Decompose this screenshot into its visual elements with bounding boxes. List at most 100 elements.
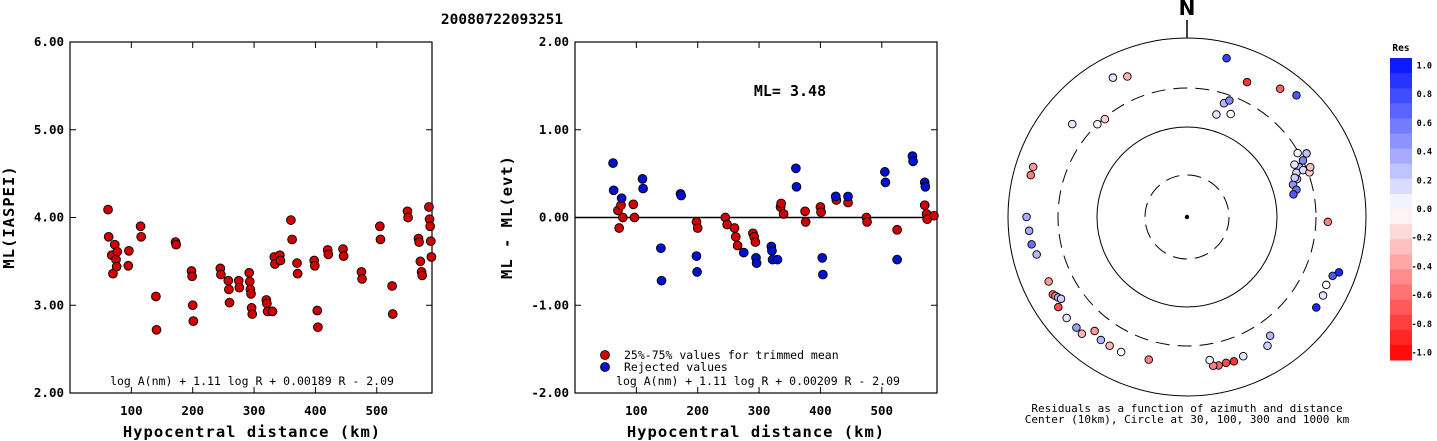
data-point: [800, 206, 810, 217]
station-point: [1242, 77, 1252, 87]
x-tick-label: 100: [625, 403, 648, 418]
data-point: [426, 252, 437, 262]
x-tick-label: 500: [365, 403, 388, 418]
data-point: [629, 212, 640, 223]
data-point: [879, 167, 890, 177]
data-point: [628, 199, 639, 210]
station-point: [1022, 212, 1031, 222]
data-point: [608, 185, 619, 196]
station-point: [1321, 280, 1331, 290]
data-point: [750, 237, 761, 247]
data-point: [234, 282, 245, 293]
data-point: [638, 183, 648, 194]
data-point: [425, 221, 436, 232]
data-point: [767, 245, 777, 256]
legend-marker-trimmed: [600, 350, 610, 360]
data-point: [267, 306, 278, 317]
data-point: [313, 322, 323, 333]
scale-cell: [1390, 224, 1412, 240]
data-point: [286, 215, 296, 225]
station-point: [1032, 250, 1041, 259]
data-point: [292, 268, 303, 279]
data-point: [151, 291, 161, 302]
data-point: [800, 217, 811, 227]
data-point: [111, 261, 122, 272]
station-point: [1026, 170, 1036, 180]
legend-label-rejected: Rejected values: [624, 360, 728, 374]
data-point: [920, 181, 931, 192]
data-point: [123, 260, 134, 271]
data-point: [309, 260, 320, 271]
station-point: [1100, 114, 1110, 124]
scale-cell: [1390, 209, 1412, 225]
x-tick-label: 200: [686, 403, 709, 418]
data-point: [224, 284, 234, 295]
station-point: [1298, 156, 1308, 165]
circle-30km: [1144, 174, 1230, 260]
scale-cell: [1390, 344, 1412, 361]
y-tick-label: 0.00: [539, 210, 569, 225]
data-point: [772, 254, 783, 265]
y-tick-label: 1.00: [539, 122, 569, 137]
station-point: [1144, 355, 1154, 364]
data-point: [244, 267, 255, 278]
data-point: [637, 174, 648, 184]
data-point: [862, 217, 872, 227]
x-tick-label: 400: [809, 403, 832, 418]
data-point: [103, 204, 113, 215]
data-point: [830, 191, 841, 202]
data-point: [414, 237, 424, 247]
data-point: [247, 309, 258, 319]
station-point: [1302, 149, 1311, 158]
residual-color-scale: Res 1.0 0.8 0.6 0.4 0.2 0.0 -0.2 -0.4 -0.6 -0.8 -1…: [1390, 43, 1432, 361]
data-point: [424, 202, 434, 212]
circle-1000km: [1007, 37, 1367, 397]
center-point: [1184, 214, 1190, 220]
station-point: [1265, 331, 1275, 340]
station-point: [1306, 162, 1315, 172]
data-point: [312, 305, 323, 316]
circle-100km: [1096, 126, 1278, 308]
station-point: [1323, 217, 1333, 227]
residual-vs-distance-panel: 100 200 300 400 500 -2.00 -1.00 0.00 1.00 2.00 ML…: [498, 34, 939, 441]
plot-frame: [69, 41, 433, 394]
data-point: [751, 258, 762, 268]
data-point: [374, 221, 385, 232]
station-point: [1312, 303, 1321, 312]
station-point: [1239, 352, 1248, 361]
axis-ticks: 100 200 300 400 500 -2.00 -1.00 0.00 1.00 2.00: [531, 34, 937, 418]
station-point: [1290, 160, 1299, 169]
scale-tick-label: 1.0: [1417, 62, 1432, 72]
north-label: N: [1179, 0, 1196, 20]
caption-line-2: Center (10km), Circle at 30, 100, 300 an…: [1025, 413, 1350, 426]
azimuth-residual-panel: N Residuals as a function of azimuth and…: [1007, 0, 1367, 426]
station-point: [1027, 240, 1036, 249]
y-tick-label: -1.00: [531, 297, 569, 312]
legend-label-trimmed: 25%-75% values for trimmed mean: [624, 348, 839, 362]
station-point: [1056, 294, 1066, 304]
station-point: [1062, 313, 1071, 323]
y-tick-label: 2.00: [34, 385, 64, 400]
station-point: [1077, 329, 1087, 338]
data-point: [908, 156, 918, 167]
scale-tick-label: -0.8: [1412, 320, 1432, 330]
scale-cell: [1390, 133, 1412, 150]
data-point: [692, 267, 702, 277]
y-tick-label: 2.00: [539, 34, 569, 49]
data-point: [136, 231, 147, 242]
data-point: [729, 223, 740, 233]
data-point: [791, 181, 802, 192]
station-point: [1221, 358, 1231, 368]
scale-cell: [1390, 239, 1412, 255]
scale-tick-label: 0.8: [1417, 90, 1432, 100]
data-point: [691, 251, 702, 261]
station-point: [1108, 73, 1118, 82]
data-point: [738, 247, 749, 258]
scale-cell: [1390, 88, 1412, 104]
y-tick-label: 5.00: [34, 122, 64, 137]
data-point: [919, 200, 930, 211]
data-point: [892, 224, 902, 235]
data-point: [387, 309, 398, 319]
data-point: [103, 231, 114, 242]
station-point: [1318, 291, 1328, 300]
